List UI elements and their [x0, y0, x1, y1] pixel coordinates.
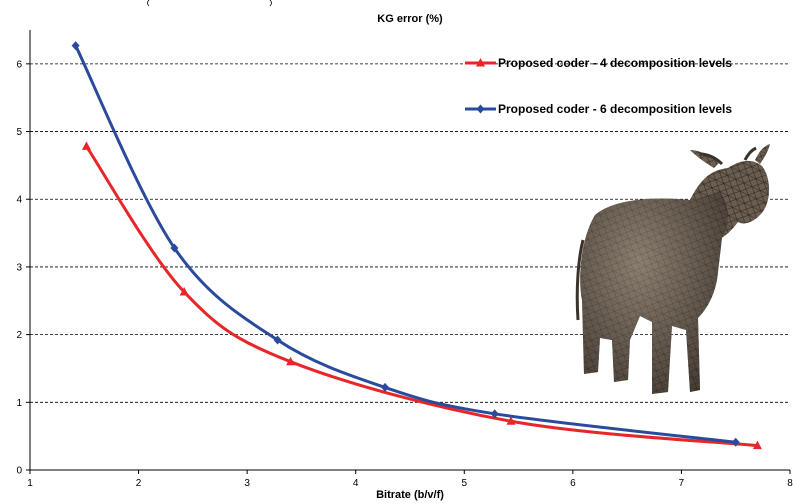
- data-point-series-2: [381, 382, 390, 392]
- data-point-series-2: [71, 41, 80, 51]
- data-point-series-1: [286, 356, 296, 366]
- y-tick-label: 4: [16, 195, 22, 206]
- data-point-series-2: [731, 437, 740, 447]
- x-tick-label: 3: [244, 478, 250, 489]
- series-line-2: [74, 44, 736, 444]
- data-point-series-2: [273, 335, 282, 345]
- x-axis-label: Bitrate (b/v/f): [376, 489, 444, 501]
- legend-label: Proposed coder - 4 decomposition levels: [498, 56, 732, 70]
- y-axis-ticks: 0 1 2 3 4 5 6: [16, 59, 30, 477]
- x-axis-ticks: 1 2 3 4 5 6 7 8: [27, 470, 793, 489]
- legend-label: Proposed coder - 6 decomposition levels: [498, 102, 732, 116]
- data-point-series-1: [179, 286, 189, 296]
- y-tick-label: 5: [16, 127, 22, 138]
- x-tick-label: 5: [462, 478, 468, 489]
- y-tick-label: 3: [16, 262, 22, 273]
- axes: [29, 30, 790, 471]
- top-edge-remnant: [147, 0, 272, 7]
- y-tick-label: 6: [16, 59, 22, 70]
- data-point-series-2: [170, 243, 179, 253]
- gridlines: [30, 63, 790, 403]
- y-tick-label: 0: [16, 466, 22, 477]
- x-tick-label: 6: [570, 478, 576, 489]
- x-tick-label: 4: [353, 478, 359, 489]
- x-tick-label: 1: [27, 478, 33, 489]
- legend-swatch-marker: [476, 58, 485, 67]
- data-point-series-2: [490, 409, 499, 419]
- series-markers: [71, 41, 762, 450]
- data-point-series-1: [81, 141, 91, 150]
- y-tick-label: 2: [16, 330, 22, 341]
- cow-mesh-icon: [575, 144, 770, 394]
- x-tick-label: 7: [679, 478, 685, 489]
- y-tick-label: 1: [16, 398, 22, 409]
- legend: Proposed coder - 4 decomposition levels P…: [465, 56, 732, 116]
- series-line-1: [85, 145, 758, 448]
- data-point-series-1: [506, 416, 516, 425]
- chart-title: KG error (%): [377, 13, 443, 25]
- series-lines: [74, 44, 758, 448]
- legend-swatch-marker: [476, 104, 485, 114]
- x-tick-label: 2: [136, 478, 142, 489]
- data-point-series-1: [752, 440, 762, 450]
- x-tick-label: 8: [787, 478, 793, 489]
